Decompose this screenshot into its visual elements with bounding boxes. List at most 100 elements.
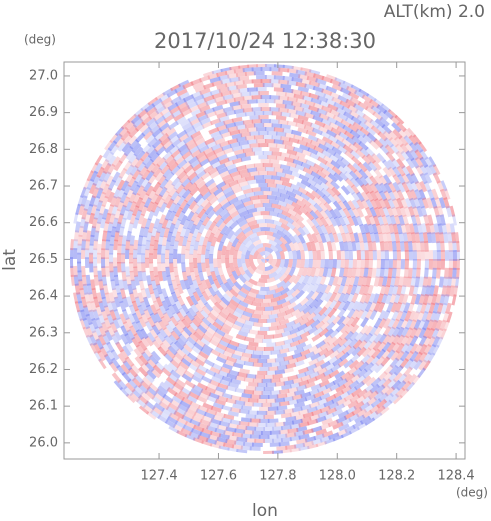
echo-cell [330, 267, 337, 278]
echo-cell [295, 199, 306, 208]
echo-cell [171, 109, 183, 119]
echo-cell [146, 162, 156, 173]
echo-cell [211, 160, 222, 169]
echo-cell [118, 226, 125, 238]
echo-cell [198, 75, 211, 83]
echo-cell [357, 162, 368, 173]
echo-cell [214, 411, 226, 418]
echo-cell [357, 339, 368, 351]
echo-cell [137, 244, 142, 255]
echo-cell [232, 258, 239, 268]
echo-cell [202, 201, 212, 212]
echo-cell [136, 185, 145, 196]
echo-cell [288, 137, 300, 144]
echo-cell [414, 214, 422, 226]
echo-cell [350, 115, 362, 125]
echo-cell [173, 287, 182, 299]
echo-cell [201, 317, 212, 327]
echo-cell [293, 134, 305, 141]
echo-cell [193, 94, 205, 102]
echo-cell [317, 410, 329, 419]
echo-cell [100, 158, 110, 171]
echo-cell [189, 418, 201, 427]
echo-cell [353, 169, 364, 180]
echo-cell [386, 301, 394, 313]
echo-cell [363, 362, 375, 373]
echo-cell [149, 312, 158, 324]
echo-cell [205, 368, 216, 377]
echo-cell [268, 394, 279, 399]
echo-cell [226, 278, 235, 288]
echo-cell [413, 359, 423, 371]
echo-cell [115, 341, 125, 353]
echo-cell [193, 249, 198, 259]
echo-cell [299, 349, 311, 357]
echo-cell [401, 181, 410, 193]
echo-cell [145, 239, 151, 251]
echo-cell [338, 131, 350, 141]
echo-cell [207, 275, 215, 285]
echo-cell [321, 430, 334, 438]
echo-cell [206, 140, 218, 149]
echo-cell [240, 131, 251, 138]
echo-cell [106, 313, 115, 325]
echo-cell [327, 307, 337, 318]
echo-cell [320, 321, 331, 331]
echo-cell [340, 275, 348, 287]
echo-cell [363, 168, 374, 179]
echo-cell [355, 267, 361, 278]
echo-cell [137, 201, 146, 212]
echo-cell [138, 405, 150, 415]
echo-cell [143, 347, 153, 359]
echo-cell [106, 230, 112, 242]
echo-cell [216, 356, 227, 364]
echo-cell [241, 262, 248, 272]
echo-cell [344, 130, 355, 140]
echo-cell [321, 105, 333, 114]
echo-cell [240, 314, 251, 322]
echo-cell [397, 181, 406, 193]
echo-cell [196, 354, 207, 363]
echo-cell [355, 309, 365, 320]
echo-cell [265, 410, 277, 415]
echo-cell [152, 300, 161, 312]
echo-cell [216, 275, 224, 285]
echo-cell [311, 190, 321, 200]
echo-cell [224, 81, 237, 88]
echo-cell [258, 90, 269, 96]
echo-cell [100, 257, 106, 268]
echo-cell [395, 310, 404, 322]
echo-cell [327, 173, 339, 183]
echo-cell [353, 400, 365, 410]
echo-cell [197, 101, 209, 109]
echo-cell [382, 325, 392, 337]
echo-cell [249, 91, 260, 96]
echo-cell [235, 316, 246, 324]
echo-cell [253, 83, 265, 88]
echo-cell [379, 406, 390, 416]
echo-cell [137, 304, 145, 316]
echo-cell [238, 408, 250, 415]
echo-cell [343, 241, 349, 252]
echo-cell [97, 334, 107, 346]
echo-cell [146, 332, 156, 343]
echo-cell [119, 192, 128, 204]
echo-cell [111, 156, 121, 168]
echo-cell [392, 259, 397, 270]
echo-cell [315, 275, 323, 286]
echo-cell [119, 300, 127, 312]
echo-cell [267, 155, 278, 160]
echo-cell [238, 140, 249, 146]
echo-cell [293, 105, 305, 112]
echo-cell [297, 226, 307, 237]
echo-cell [168, 283, 176, 295]
echo-cell [439, 214, 446, 226]
echo-cell [162, 100, 174, 110]
echo-cell [120, 119, 131, 130]
echo-cell [244, 229, 254, 238]
echo-cell [229, 262, 236, 273]
echo-cell [283, 379, 295, 386]
echo-cell [161, 407, 173, 417]
echo-cell [74, 221, 81, 233]
echo-cell [230, 183, 241, 191]
